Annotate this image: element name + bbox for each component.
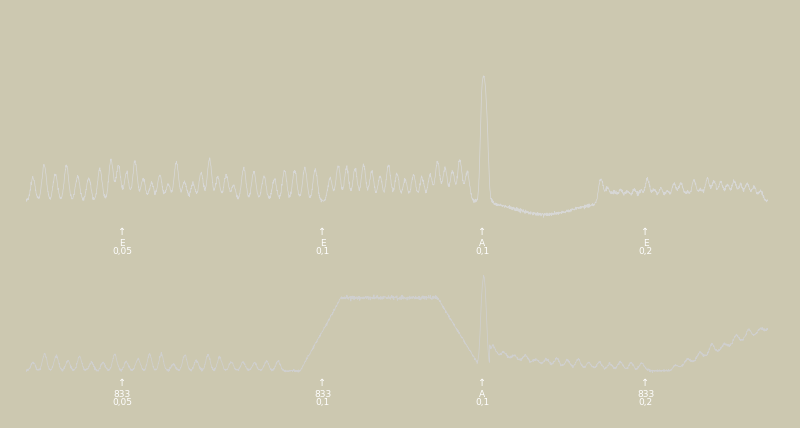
Text: E: E — [320, 239, 326, 248]
Text: ↑: ↑ — [118, 227, 126, 237]
Text: A: A — [479, 390, 486, 399]
Text: ↑: ↑ — [478, 378, 486, 388]
Text: 0,05: 0,05 — [112, 247, 132, 256]
Text: 0,1: 0,1 — [315, 247, 330, 256]
Text: ↑: ↑ — [318, 378, 326, 388]
Text: 0,1: 0,1 — [475, 247, 490, 256]
Text: 0,05: 0,05 — [112, 398, 132, 407]
Text: ↑: ↑ — [478, 227, 486, 237]
Text: 0,2: 0,2 — [638, 247, 653, 256]
Text: 0,2: 0,2 — [638, 398, 653, 407]
Text: 833: 833 — [637, 390, 654, 399]
Text: A: A — [479, 239, 486, 248]
Text: ↑: ↑ — [118, 378, 126, 388]
Text: ↑: ↑ — [642, 378, 650, 388]
Text: 833: 833 — [114, 390, 130, 399]
Text: 0,1: 0,1 — [315, 398, 330, 407]
Text: 833: 833 — [314, 390, 331, 399]
Text: E: E — [119, 239, 125, 248]
Text: E: E — [642, 239, 648, 248]
Text: ↑: ↑ — [642, 227, 650, 237]
Text: ↑: ↑ — [318, 227, 326, 237]
Text: 0,1: 0,1 — [475, 398, 490, 407]
